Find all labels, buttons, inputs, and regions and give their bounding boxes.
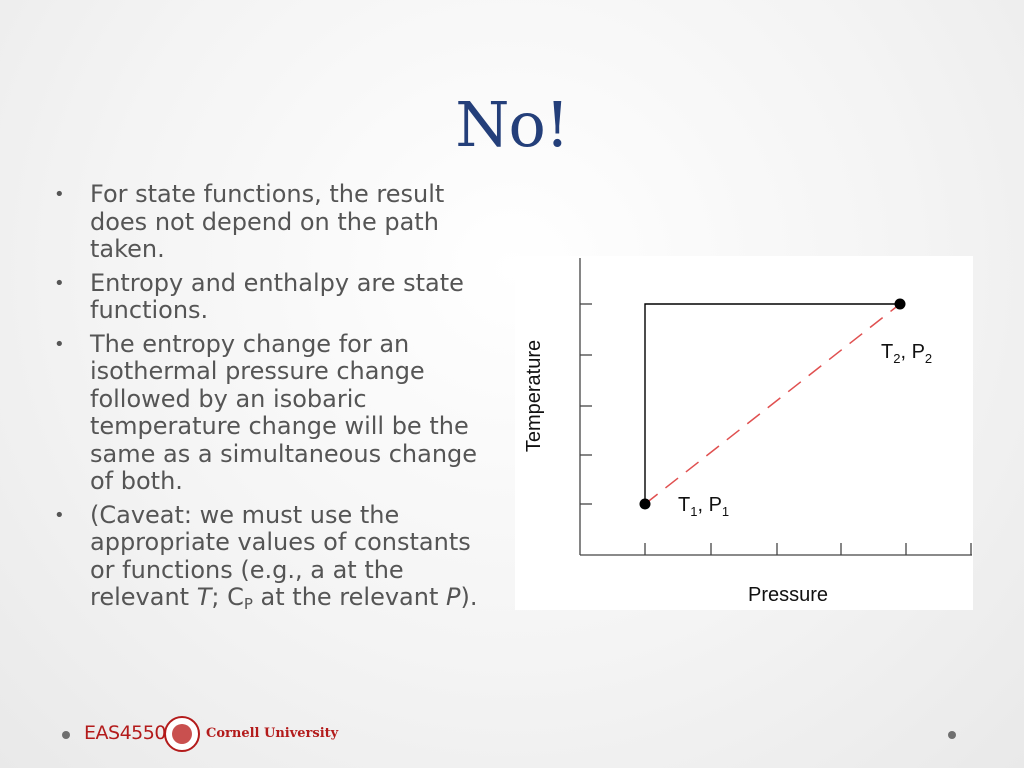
caveat-pressure-symbol: P	[446, 583, 461, 611]
bullet-item: • Entropy and enthalpy are state functio…	[50, 268, 500, 325]
point1-label-sep: , P	[697, 494, 721, 516]
caveat-text-mid2: at the relevant	[252, 583, 446, 611]
bullet-list: • For state functions, the result does n…	[50, 180, 500, 625]
bullet-item: • (Caveat: we must use the appropriate v…	[50, 500, 500, 619]
footer-left-dot-icon	[62, 731, 70, 739]
x-axis-label: Pressure	[748, 584, 828, 606]
caveat-text-start: (Caveat: we must use the appropriate val…	[90, 500, 471, 611]
bullet-dot-icon: •	[54, 333, 65, 355]
point2-label-t: T	[881, 341, 893, 363]
point1-label-t: T	[678, 494, 690, 516]
bullet-dot-icon: •	[54, 184, 65, 205]
y-axis-label: Temperature	[523, 340, 545, 452]
bullet-item: • For state functions, the result does n…	[50, 180, 500, 264]
point2-label: T2, P2	[881, 341, 932, 366]
bullet-dot-icon: •	[54, 504, 65, 526]
bullet-text: For state functions, the result does not…	[90, 180, 445, 263]
y-axis-ticks	[580, 303, 592, 505]
bullet-dot-icon: •	[54, 272, 65, 294]
bullet-text: The entropy change for an isothermal pre…	[90, 329, 478, 495]
point1-label-sub2: 1	[722, 504, 729, 519]
stepwise-path	[644, 303, 900, 504]
point2-label-sub2: 2	[925, 351, 932, 366]
caveat-text-mid: ; C	[211, 583, 244, 611]
point2-label-sep: , P	[900, 341, 924, 363]
x-axis-ticks	[644, 543, 972, 555]
university-name: Cornell University	[206, 726, 339, 741]
simultaneous-path	[644, 303, 901, 505]
bullet-item: • The entropy change for an isothermal p…	[50, 329, 500, 496]
point2-label-sub1: 2	[893, 351, 900, 366]
pt-diagram-svg: T1, P1 T2, P2 Pressure Temperature	[523, 258, 972, 606]
bullet-text: Entropy and enthalpy are state functions…	[90, 268, 464, 324]
caveat-text-end: ).	[460, 583, 478, 611]
point-t1-p1	[639, 498, 651, 510]
point-t2-p2	[894, 298, 906, 310]
caveat-temperature-symbol: T	[196, 583, 212, 611]
pt-diagram: T1, P1 T2, P2 Pressure Temperature	[515, 256, 973, 610]
footer-right-dot-icon	[948, 731, 956, 739]
course-code: EAS4550	[84, 722, 166, 744]
footer: EAS4550 Cornell University	[0, 710, 1024, 760]
cornell-seal-icon	[164, 716, 200, 752]
seal-center-icon	[172, 724, 192, 744]
caveat-subscript: P	[243, 595, 253, 613]
point1-label-sub1: 1	[690, 504, 697, 519]
point1-label: T1, P1	[678, 494, 729, 519]
slide-title: No!	[455, 88, 570, 161]
